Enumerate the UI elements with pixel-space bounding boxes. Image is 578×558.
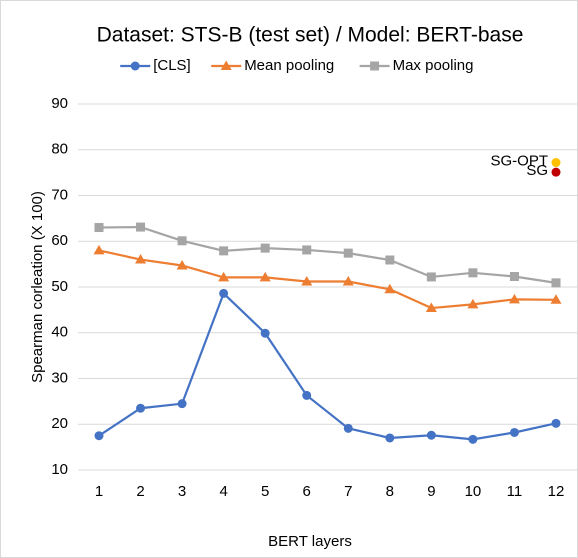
data-point (176, 259, 188, 270)
data-point (425, 302, 437, 313)
data-point (385, 255, 395, 265)
data-point (468, 434, 478, 444)
x-tick-label: 3 (178, 483, 186, 500)
legend-marker (130, 61, 140, 71)
data-point (551, 278, 561, 288)
x-tick-label: 9 (427, 483, 435, 500)
x-tick-label: 6 (303, 483, 311, 500)
x-tick-label: 1 (95, 483, 103, 500)
data-point (426, 430, 436, 440)
data-point (136, 222, 146, 232)
annotation-point (551, 158, 561, 168)
x-tick-label: 8 (386, 483, 394, 500)
series-line (98, 225, 557, 284)
data-point (93, 244, 105, 255)
y-tick-label: 80 (51, 141, 68, 158)
x-tick-label: 12 (548, 483, 565, 500)
x-tick-label: 11 (507, 483, 523, 500)
data-point (218, 271, 230, 282)
data-point (219, 288, 229, 298)
data-point (135, 254, 147, 264)
data-point (302, 245, 312, 255)
data-point (343, 423, 353, 433)
legend-label: Mean pooling (244, 57, 334, 74)
annotation-label: SG-OPT (490, 153, 548, 170)
data-point (426, 272, 436, 282)
data-point (177, 399, 187, 409)
legend-marker (370, 61, 380, 71)
legend-marker (220, 60, 232, 70)
x-tick-label: 10 (465, 483, 482, 500)
x-tick-label: 4 (219, 483, 227, 500)
data-point (509, 427, 519, 437)
y-tick-label: 50 (51, 278, 68, 295)
y-tick-label: 90 (51, 95, 68, 112)
data-point (467, 298, 479, 309)
y-tick-label: 40 (51, 324, 68, 341)
y-tick-label: 20 (51, 415, 68, 432)
series-line (98, 291, 557, 441)
y-tick-label: 60 (51, 232, 68, 249)
data-point (136, 403, 146, 413)
y-tick-label: 30 (51, 369, 68, 386)
data-point (94, 223, 104, 233)
x-tick-label: 5 (261, 483, 269, 500)
data-point (468, 268, 478, 278)
data-point (260, 243, 270, 253)
data-point (509, 271, 519, 281)
annotation-label: SG (526, 162, 548, 179)
data-point (259, 271, 271, 282)
data-point (260, 328, 270, 338)
y-tick-label: 70 (51, 186, 68, 203)
annotation-point (551, 167, 561, 177)
x-axis-label: BERT layers (268, 533, 352, 550)
data-point (551, 418, 561, 428)
data-point (385, 433, 395, 443)
data-point (301, 276, 313, 286)
data-point (342, 276, 354, 286)
series-line (98, 249, 557, 310)
chart-title: Dataset: STS-B (test set) / Model: BERT-… (97, 24, 524, 47)
y-axis-label: Spearman corleation (X 100) (29, 191, 46, 383)
data-point (94, 431, 104, 441)
y-tick-label: 10 (51, 461, 68, 478)
data-point (550, 294, 562, 304)
legend-label: [CLS] (153, 57, 191, 74)
data-point (384, 283, 396, 294)
data-point (508, 293, 520, 304)
x-tick-label: 7 (344, 483, 352, 500)
data-point (343, 248, 353, 258)
legend-label: Max pooling (393, 57, 474, 74)
data-point (219, 246, 229, 256)
x-tick-label: 2 (136, 483, 144, 500)
data-point (302, 390, 312, 400)
data-point (177, 236, 187, 246)
